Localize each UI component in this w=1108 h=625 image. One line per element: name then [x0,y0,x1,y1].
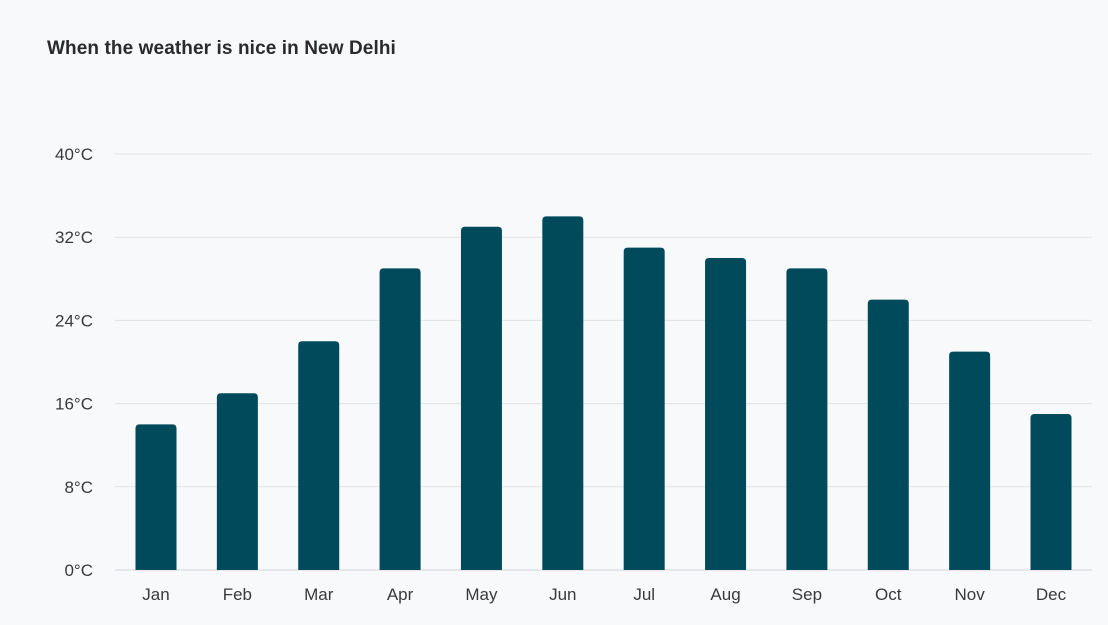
bar-dec[interactable] [1030,414,1072,570]
chart-title: When the weather is nice in New Delhi [47,38,396,59]
y-tick-label: 16°C [55,395,93,414]
bar-oct[interactable] [867,299,909,570]
x-tick-label: Apr [387,585,414,604]
bar-mar[interactable] [298,341,340,570]
bar-sep[interactable] [786,268,828,570]
x-tick-label: Jun [549,585,576,604]
y-tick-label: 8°C [64,478,93,497]
y-tick-label: 40°C [55,145,93,164]
bar-may[interactable] [460,226,502,571]
bars [135,216,1072,571]
x-tick-label: May [465,585,498,604]
bar-jul[interactable] [623,247,665,570]
bar-jan[interactable] [135,424,177,570]
x-tick-label: Jul [633,585,655,604]
x-tick-label: Mar [304,585,334,604]
x-tick-label: Sep [792,585,822,604]
bar-feb[interactable] [216,393,258,570]
x-tick-label: Aug [710,585,740,604]
x-tick-label: Jan [142,585,169,604]
bar-aug[interactable] [705,258,747,570]
x-tick-label: Nov [955,585,986,604]
y-axis-labels: 0°C 8°C 16°C 24°C 32°C 40°C [55,145,93,580]
y-tick-label: 32°C [55,228,93,247]
y-tick-label: 24°C [55,311,93,330]
x-tick-label: Dec [1036,585,1067,604]
bar-jun[interactable] [542,216,584,570]
x-tick-label: Feb [223,585,252,604]
y-grid [115,153,1092,571]
bar-nov[interactable] [949,351,991,570]
x-axis-labels: Jan Feb Mar Apr May Jun Jul Aug Sep Oct Nov Dec [142,585,1066,604]
y-tick-label: 0°C [64,561,93,580]
x-tick-label: Oct [875,585,902,604]
bar-apr[interactable] [379,268,421,570]
